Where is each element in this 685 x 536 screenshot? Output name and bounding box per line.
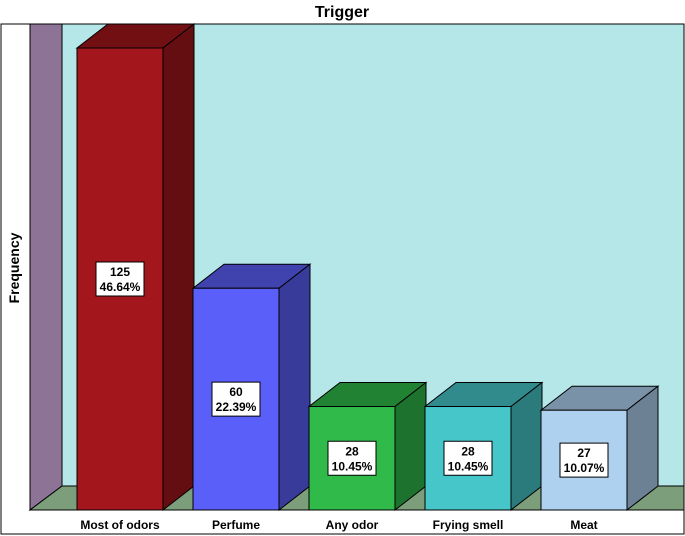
data-label-percent: 46.64%	[100, 280, 141, 294]
bar-side	[162, 22, 195, 512]
bar-side	[278, 263, 311, 512]
x-tick-label: Any odor	[326, 518, 379, 532]
data-label-percent: 10.45%	[332, 459, 373, 473]
data-label-box	[443, 440, 493, 476]
data-label-value: 27	[577, 446, 591, 460]
data-label-box	[559, 442, 609, 478]
data-label-box	[211, 381, 261, 417]
x-tick-label: Perfume	[212, 518, 260, 532]
bar	[540, 409, 628, 511]
data-label-value: 60	[229, 385, 243, 399]
x-tick-label: Meat	[570, 518, 597, 532]
y-axis-label: Frequency	[6, 232, 22, 303]
data-label-value: 28	[461, 444, 475, 458]
side-wall	[29, 23, 63, 511]
data-label-value: 125	[110, 265, 130, 279]
data-label-percent: 22.39%	[216, 400, 257, 414]
data-label-box	[327, 440, 377, 476]
data-label-percent: 10.45%	[448, 459, 489, 473]
data-label-percent: 10.07%	[564, 461, 605, 475]
data-label-box	[95, 261, 145, 297]
x-tick-label: Most of odors	[80, 518, 160, 532]
chart-title: Trigger	[315, 4, 369, 21]
x-tick-label: Frying smell	[433, 518, 504, 532]
data-label-value: 28	[345, 444, 359, 458]
